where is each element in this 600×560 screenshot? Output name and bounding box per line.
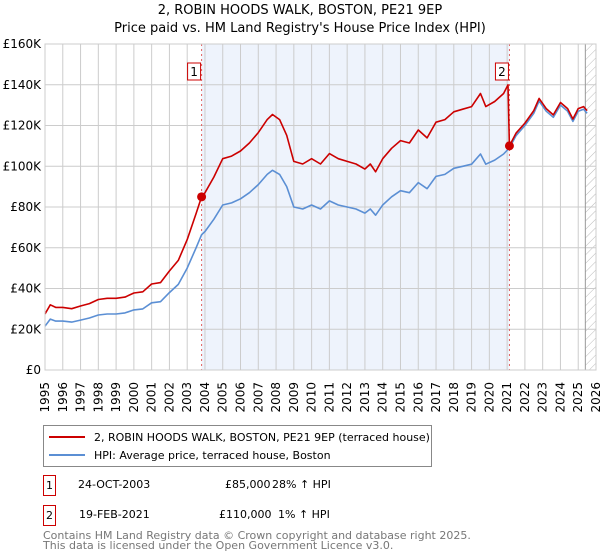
x-tick-label: 2008 [269, 382, 283, 413]
legend-item-hpi: HPI: Average price, terraced house, Bost… [44, 447, 331, 463]
x-tick-label: 2002 [162, 382, 176, 413]
x-tick-label: 1999 [109, 382, 123, 413]
y-tick-label: £0 [26, 363, 41, 377]
footer-licence: This data is licensed under the Open Gov… [43, 539, 394, 552]
x-tick-label: 2001 [145, 382, 159, 413]
sale-point [197, 192, 207, 202]
x-tick-label: 1996 [56, 382, 70, 413]
x-tick-label: 2012 [340, 382, 354, 413]
transaction-price: £85,000 [225, 478, 271, 491]
x-tick-label: 2011 [322, 382, 336, 413]
sale-label-box [187, 62, 202, 81]
y-tick-label: £40K [10, 282, 42, 296]
sale-point [504, 141, 514, 151]
y-tick-label: £80K [10, 200, 42, 214]
transaction-price: £110,000 [219, 508, 272, 521]
x-tick-label: 2017 [429, 382, 443, 413]
plot-frame [44, 43, 597, 371]
x-tick-label: 1995 [38, 382, 52, 413]
transaction-marker: 2 [43, 505, 56, 526]
x-tick-label: 2016 [411, 382, 425, 413]
x-tick-label: 2013 [358, 382, 372, 413]
footer-copyright: Contains HM Land Registry data © Crown c… [43, 529, 471, 542]
x-tick-label: 2014 [376, 382, 390, 413]
x-tick-label: 2004 [198, 382, 212, 413]
chart-title: 2, ROBIN HOODS WALK, BOSTON, PE21 9EP [157, 3, 443, 18]
transaction-hpi-diff: 28% ↑ HPI [272, 478, 331, 491]
transaction-hpi-diff: 1% ↑ HPI [278, 508, 330, 521]
x-tick-label: 2009 [287, 382, 301, 413]
x-tick-label: 2022 [518, 382, 532, 413]
transaction-row: 2 19-FEB-2021 £110,000 1% ↑ HPI [43, 505, 443, 526]
legend-label-property: 2, ROBIN HOODS WALK, BOSTON, PE21 9EP (t… [94, 430, 430, 444]
y-tick-label: £140K [3, 78, 43, 92]
x-tick-label: 1998 [91, 382, 105, 413]
chart-subtitle: Price paid vs. HM Land Registry's House … [114, 21, 486, 36]
price-chart: 1995 1996 1997 1998 1999 2000 2001 2002 2003 2004… [3, 37, 600, 413]
transaction-date: 24-OCT-2003 [78, 478, 151, 491]
y-tick-label: £100K [3, 159, 43, 173]
y-tick-label: £20K [10, 322, 42, 336]
x-tick-label: 2007 [251, 382, 265, 413]
footer: Contains HM Land Registry data © Crown c… [43, 529, 471, 552]
property-price-line [44, 84, 588, 315]
x-tick-label: 2018 [447, 382, 461, 413]
x-tick-label: 2021 [500, 382, 514, 413]
x-tick-label: 1997 [74, 382, 88, 413]
sale-label: 1 [190, 65, 198, 79]
x-tick-label: 2010 [305, 382, 319, 413]
transaction-marker: 1 [43, 475, 56, 496]
y-tick-label: £60K [10, 241, 42, 255]
y-tick-label: £120K [3, 119, 43, 133]
x-tick-label: 2019 [465, 382, 479, 413]
legend-label-hpi: HPI: Average price, terraced house, Bost… [94, 448, 331, 462]
legend-swatch-property [49, 436, 85, 438]
x-tick-label: 2006 [234, 382, 248, 413]
y-tick-label: £160K [3, 37, 43, 51]
x-tick-label: 2020 [482, 382, 496, 413]
legend-item-property: 2, ROBIN HOODS WALK, BOSTON, PE21 9EP (t… [44, 429, 430, 445]
transaction-date: 19-FEB-2021 [79, 508, 150, 521]
x-tick-label: 2015 [393, 382, 407, 413]
x-tick-label: 2000 [127, 382, 141, 413]
x-tick-label: 2026 [589, 382, 600, 413]
x-tick-label: 2005 [216, 382, 230, 413]
x-tick-label: 2003 [180, 382, 194, 413]
transaction-row: 1 24-OCT-2003 £85,000 28% ↑ HPI [43, 475, 443, 496]
hpi-line [44, 100, 588, 327]
x-tick-label: 2025 [571, 382, 585, 413]
sale-label-box [494, 62, 509, 81]
legend-swatch-hpi [49, 454, 85, 456]
x-tick-label: 2023 [536, 382, 550, 413]
x-tick-label: 2024 [553, 382, 567, 413]
legend: 2, ROBIN HOODS WALK, BOSTON, PE21 9EP (t… [43, 425, 432, 467]
sale-label: 2 [498, 65, 506, 79]
